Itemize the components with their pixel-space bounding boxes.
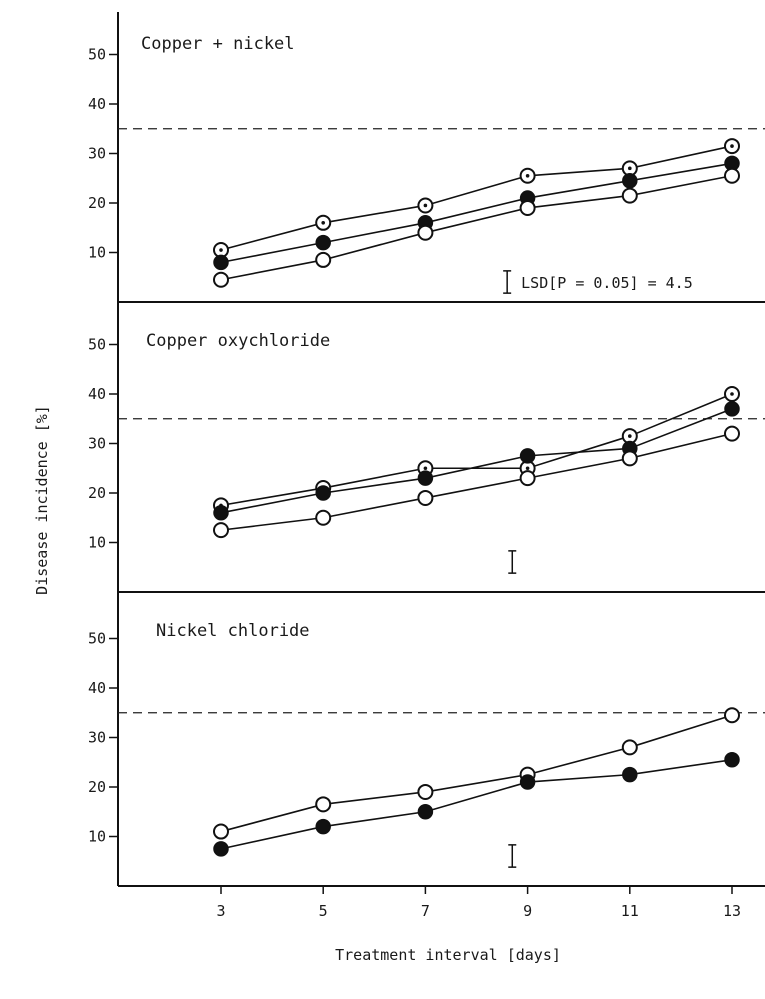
point-filled bbox=[315, 485, 331, 501]
point-filled bbox=[315, 818, 331, 835]
y-tick-label: 20 bbox=[88, 484, 106, 502]
point-open bbox=[417, 783, 434, 800]
point-open bbox=[315, 509, 332, 526]
series-line bbox=[220, 174, 733, 281]
x-tick-label: 9 bbox=[523, 902, 532, 920]
point-filled bbox=[519, 774, 536, 790]
series-line bbox=[220, 758, 733, 850]
y-tick-label: 10 bbox=[88, 534, 106, 552]
point-dot-center bbox=[219, 248, 223, 252]
x-axis: 3 5 7 9 11 13 bbox=[216, 886, 741, 920]
y-tick-label: 10 bbox=[88, 828, 106, 846]
x-tick-label: 11 bbox=[621, 902, 639, 920]
point-filled bbox=[213, 254, 229, 271]
x-tick-label: 13 bbox=[723, 902, 741, 920]
panel-title: Copper oxychloride bbox=[146, 331, 330, 351]
point-filled bbox=[417, 470, 434, 486]
lsd-label: LSD[P = 0.05] = 4.5 bbox=[521, 274, 693, 292]
series-line bbox=[220, 714, 733, 833]
panel-title: Nickel chloride bbox=[156, 621, 310, 641]
panels: 10 20 30 40 50 Copper + nickel LSD[P = 0.05] =… bbox=[88, 12, 765, 920]
point-dot-center bbox=[525, 173, 530, 178]
point-dot-center bbox=[321, 221, 326, 225]
point-filled bbox=[417, 804, 434, 820]
point-filled bbox=[724, 752, 740, 768]
y-tick-label: 30 bbox=[88, 145, 106, 163]
y-tick-label: 50 bbox=[88, 336, 106, 354]
y-tick-label: 40 bbox=[88, 679, 106, 697]
point-open bbox=[621, 450, 638, 467]
point-filled bbox=[315, 234, 331, 251]
y-tick-label: 20 bbox=[88, 194, 106, 212]
panel-3: 10 20 30 40 50 Nickel chloride bbox=[88, 621, 765, 887]
panel-2: 10 20 30 40 50 Copper oxychloride bbox=[88, 331, 765, 593]
point-open bbox=[621, 187, 638, 204]
x-tick-label: 5 bbox=[319, 902, 328, 920]
series-line bbox=[220, 393, 733, 507]
point-dot-center bbox=[628, 166, 632, 171]
point-open bbox=[213, 823, 229, 840]
point-open bbox=[417, 489, 434, 506]
point-open bbox=[213, 271, 229, 288]
y-tick-label: 30 bbox=[88, 729, 106, 747]
point-dot-center bbox=[628, 434, 632, 438]
point-open bbox=[519, 470, 536, 487]
point-open bbox=[519, 199, 536, 216]
point-open bbox=[724, 167, 740, 184]
x-axis-title: Treatment interval [days] bbox=[335, 946, 561, 964]
series-line bbox=[220, 432, 733, 531]
point-open bbox=[724, 707, 740, 724]
point-open bbox=[315, 251, 332, 268]
point-filled bbox=[519, 448, 536, 464]
x-tick-label: 3 bbox=[216, 902, 225, 920]
y-tick-label: 50 bbox=[88, 630, 106, 648]
point-dot-center bbox=[423, 203, 428, 208]
point-filled bbox=[213, 841, 229, 857]
y-tick-label: 40 bbox=[88, 385, 106, 403]
point-dot-center bbox=[525, 466, 530, 471]
point-open bbox=[315, 796, 332, 813]
series-line bbox=[220, 408, 733, 514]
point-filled bbox=[622, 172, 638, 189]
y-axis-title: Disease incidence [%] bbox=[33, 405, 51, 595]
point-filled bbox=[724, 401, 740, 417]
point-filled bbox=[213, 505, 229, 521]
panel-1: 10 20 30 40 50 Copper + nickel LSD[P = 0.05] =… bbox=[88, 34, 765, 303]
y-tick-label: 20 bbox=[88, 778, 106, 796]
point-dot-center bbox=[730, 144, 734, 148]
point-open bbox=[417, 224, 434, 241]
point-open bbox=[724, 425, 740, 442]
y-tick-label: 40 bbox=[88, 95, 106, 113]
y-tick-label: 50 bbox=[88, 46, 106, 64]
point-dot-center bbox=[423, 466, 428, 471]
series-line bbox=[220, 145, 733, 251]
x-tick-label: 7 bbox=[421, 902, 430, 920]
point-filled bbox=[622, 766, 638, 783]
y-tick-label: 30 bbox=[88, 435, 106, 453]
y-tick-label: 10 bbox=[88, 244, 106, 262]
point-open bbox=[621, 739, 638, 756]
point-open bbox=[213, 522, 229, 539]
point-dot-center bbox=[730, 392, 734, 396]
panel-title: Copper + nickel bbox=[141, 34, 295, 54]
series-line bbox=[220, 162, 733, 264]
